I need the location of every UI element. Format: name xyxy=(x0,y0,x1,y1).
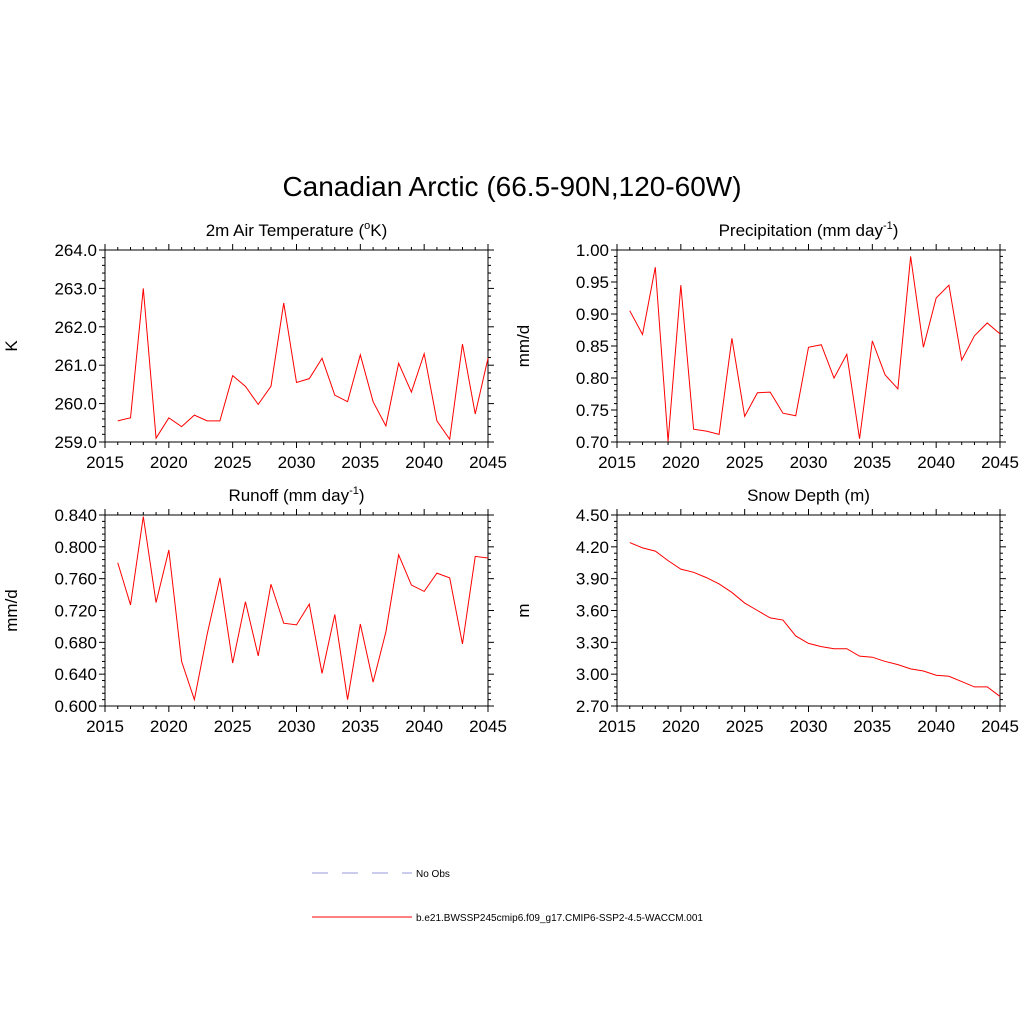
snow-depth-ytick-label: 2.70 xyxy=(576,697,609,716)
air-temperature-ylabel: K xyxy=(2,340,21,352)
snow-depth-xtick-label: 2040 xyxy=(917,717,955,736)
legend-obs-label: No Obs xyxy=(416,869,450,880)
precipitation-ytick-label: 0.90 xyxy=(576,305,609,324)
runoff-xtick-label: 2045 xyxy=(469,717,507,736)
snow-depth-ylabel: m xyxy=(514,603,533,617)
runoff-ytick-label: 0.720 xyxy=(54,602,97,621)
air-temperature-title-part: 2m Air Temperature ( xyxy=(206,221,365,240)
snow-depth-title-part: Snow Depth (m) xyxy=(747,486,870,505)
precipitation-xtick-label: 2040 xyxy=(917,453,955,472)
snow-depth-title: Snow Depth (m) xyxy=(747,486,870,505)
snow-depth-frame xyxy=(616,514,1001,707)
runoff-xtick-label: 2040 xyxy=(405,717,443,736)
air-temperature-ytick-label: 261.0 xyxy=(54,356,97,375)
runoff-xtick-label: 2020 xyxy=(150,717,188,736)
runoff-xtick-label: 2035 xyxy=(341,717,379,736)
runoff-title-part: -1 xyxy=(349,485,359,497)
runoff-ytick-label: 0.800 xyxy=(54,538,97,557)
precipitation-ytick-label: 0.85 xyxy=(576,337,609,356)
snow-depth-ytick-label: 3.30 xyxy=(576,633,609,652)
air-temperature-ytick-label: 259.0 xyxy=(54,433,97,452)
snow-depth-ytick-label: 3.00 xyxy=(576,665,609,684)
air-temperature-ytick-label: 264.0 xyxy=(54,241,97,260)
snow-depth-xtick-label: 2025 xyxy=(726,717,764,736)
precipitation-panel: Precipitation (mm day-1) mm/d 0.70 0.75 0.80… xyxy=(514,220,1019,472)
precipitation-series-line xyxy=(629,256,1001,442)
precipitation-xtick-label: 2015 xyxy=(598,453,636,472)
air-temperature-panel: 2m Air Temperature (oK) K 259.0 260.0 261.0 2… xyxy=(2,220,507,472)
main-title: Canadian Arctic (66.5-90N,120-60W) xyxy=(282,171,741,202)
runoff-ytick-label: 0.680 xyxy=(54,633,97,652)
legend-model-label: b.e21.BWSSP245cmip6.f09_g17.CMIP6-SSP2-4… xyxy=(416,913,703,924)
runoff-ytick-label: 0.600 xyxy=(54,697,97,716)
precipitation-ytick-label: 0.75 xyxy=(576,401,609,420)
precipitation-ytick-label: 0.70 xyxy=(576,433,609,452)
snow-depth-series-line xyxy=(629,542,1001,697)
precipitation-xtick-label: 2035 xyxy=(853,453,891,472)
precipitation-title: Precipitation (mm day-1) xyxy=(719,220,899,240)
runoff-title-part: ) xyxy=(359,486,365,505)
precipitation-xtick-label: 2025 xyxy=(726,453,764,472)
precipitation-xtick-label: 2020 xyxy=(662,453,700,472)
snow-depth-xtick-label: 2035 xyxy=(853,717,891,736)
snow-depth-xtick-label: 2045 xyxy=(981,717,1019,736)
runoff-title: Runoff (mm day-1) xyxy=(228,485,364,505)
air-temperature-ytick-label: 263.0 xyxy=(54,279,97,298)
runoff-ylabel: mm/d xyxy=(2,589,21,632)
snow-depth-ytick-label: 3.60 xyxy=(576,602,609,621)
snow-depth-xtick-label: 2020 xyxy=(662,717,700,736)
air-temperature-title-part: K) xyxy=(370,221,387,240)
precipitation-title-part: -1 xyxy=(883,220,893,232)
snow-depth-ytick-label: 4.50 xyxy=(576,506,609,525)
air-temperature-title: 2m Air Temperature (oK) xyxy=(206,220,388,240)
runoff-title-part: Runoff (mm day xyxy=(228,486,349,505)
precipitation-ylabel: mm/d xyxy=(514,325,533,368)
runoff-frame xyxy=(104,514,489,707)
runoff-xtick-label: 2015 xyxy=(86,717,124,736)
precipitation-title-part: Precipitation (mm day xyxy=(719,221,884,240)
precipitation-ytick-label: 0.95 xyxy=(576,273,609,292)
snow-depth-xtick-label: 2030 xyxy=(790,717,828,736)
precipitation-xtick-label: 2045 xyxy=(981,453,1019,472)
air-temperature-ytick-label: 262.0 xyxy=(54,318,97,337)
precipitation-frame xyxy=(616,249,1001,443)
precipitation-ytick-label: 1.00 xyxy=(576,241,609,260)
runoff-ytick-label: 0.840 xyxy=(54,506,97,525)
air-temperature-xtick-label: 2045 xyxy=(469,453,507,472)
air-temperature-xtick-label: 2040 xyxy=(405,453,443,472)
air-temperature-frame xyxy=(104,249,489,443)
air-temperature-xtick-label: 2015 xyxy=(86,453,124,472)
precipitation-title-part: ) xyxy=(893,221,899,240)
runoff-series-line xyxy=(117,516,489,702)
air-temperature-xtick-label: 2035 xyxy=(341,453,379,472)
air-temperature-xtick-label: 2030 xyxy=(278,453,316,472)
snow-depth-ytick-label: 4.20 xyxy=(576,538,609,557)
snow-depth-ytick-label: 3.90 xyxy=(576,570,609,589)
snow-depth-xtick-label: 2015 xyxy=(598,717,636,736)
precipitation-ytick-label: 0.80 xyxy=(576,369,609,388)
runoff-xtick-label: 2030 xyxy=(278,717,316,736)
air-temperature-series-line xyxy=(117,288,489,441)
runoff-panel: Runoff (mm day-1) mm/d 0.600 0.640 0.680 0.72… xyxy=(2,485,507,736)
air-temperature-xtick-label: 2025 xyxy=(214,453,252,472)
air-temperature-title-part: o xyxy=(364,220,370,232)
runoff-xtick-label: 2025 xyxy=(214,717,252,736)
air-temperature-xtick-label: 2020 xyxy=(150,453,188,472)
precipitation-xtick-label: 2030 xyxy=(790,453,828,472)
runoff-ytick-label: 0.640 xyxy=(54,665,97,684)
air-temperature-ytick-label: 260.0 xyxy=(54,395,97,414)
runoff-ytick-label: 0.760 xyxy=(54,570,97,589)
snow-depth-panel: Snow Depth (m) m 2.70 3.00 3.30 3.60 3.90 4.20 4… xyxy=(514,486,1019,736)
legend: No Obs b.e21.BWSSP245cmip6.f09_g17.CMIP6… xyxy=(312,869,703,924)
